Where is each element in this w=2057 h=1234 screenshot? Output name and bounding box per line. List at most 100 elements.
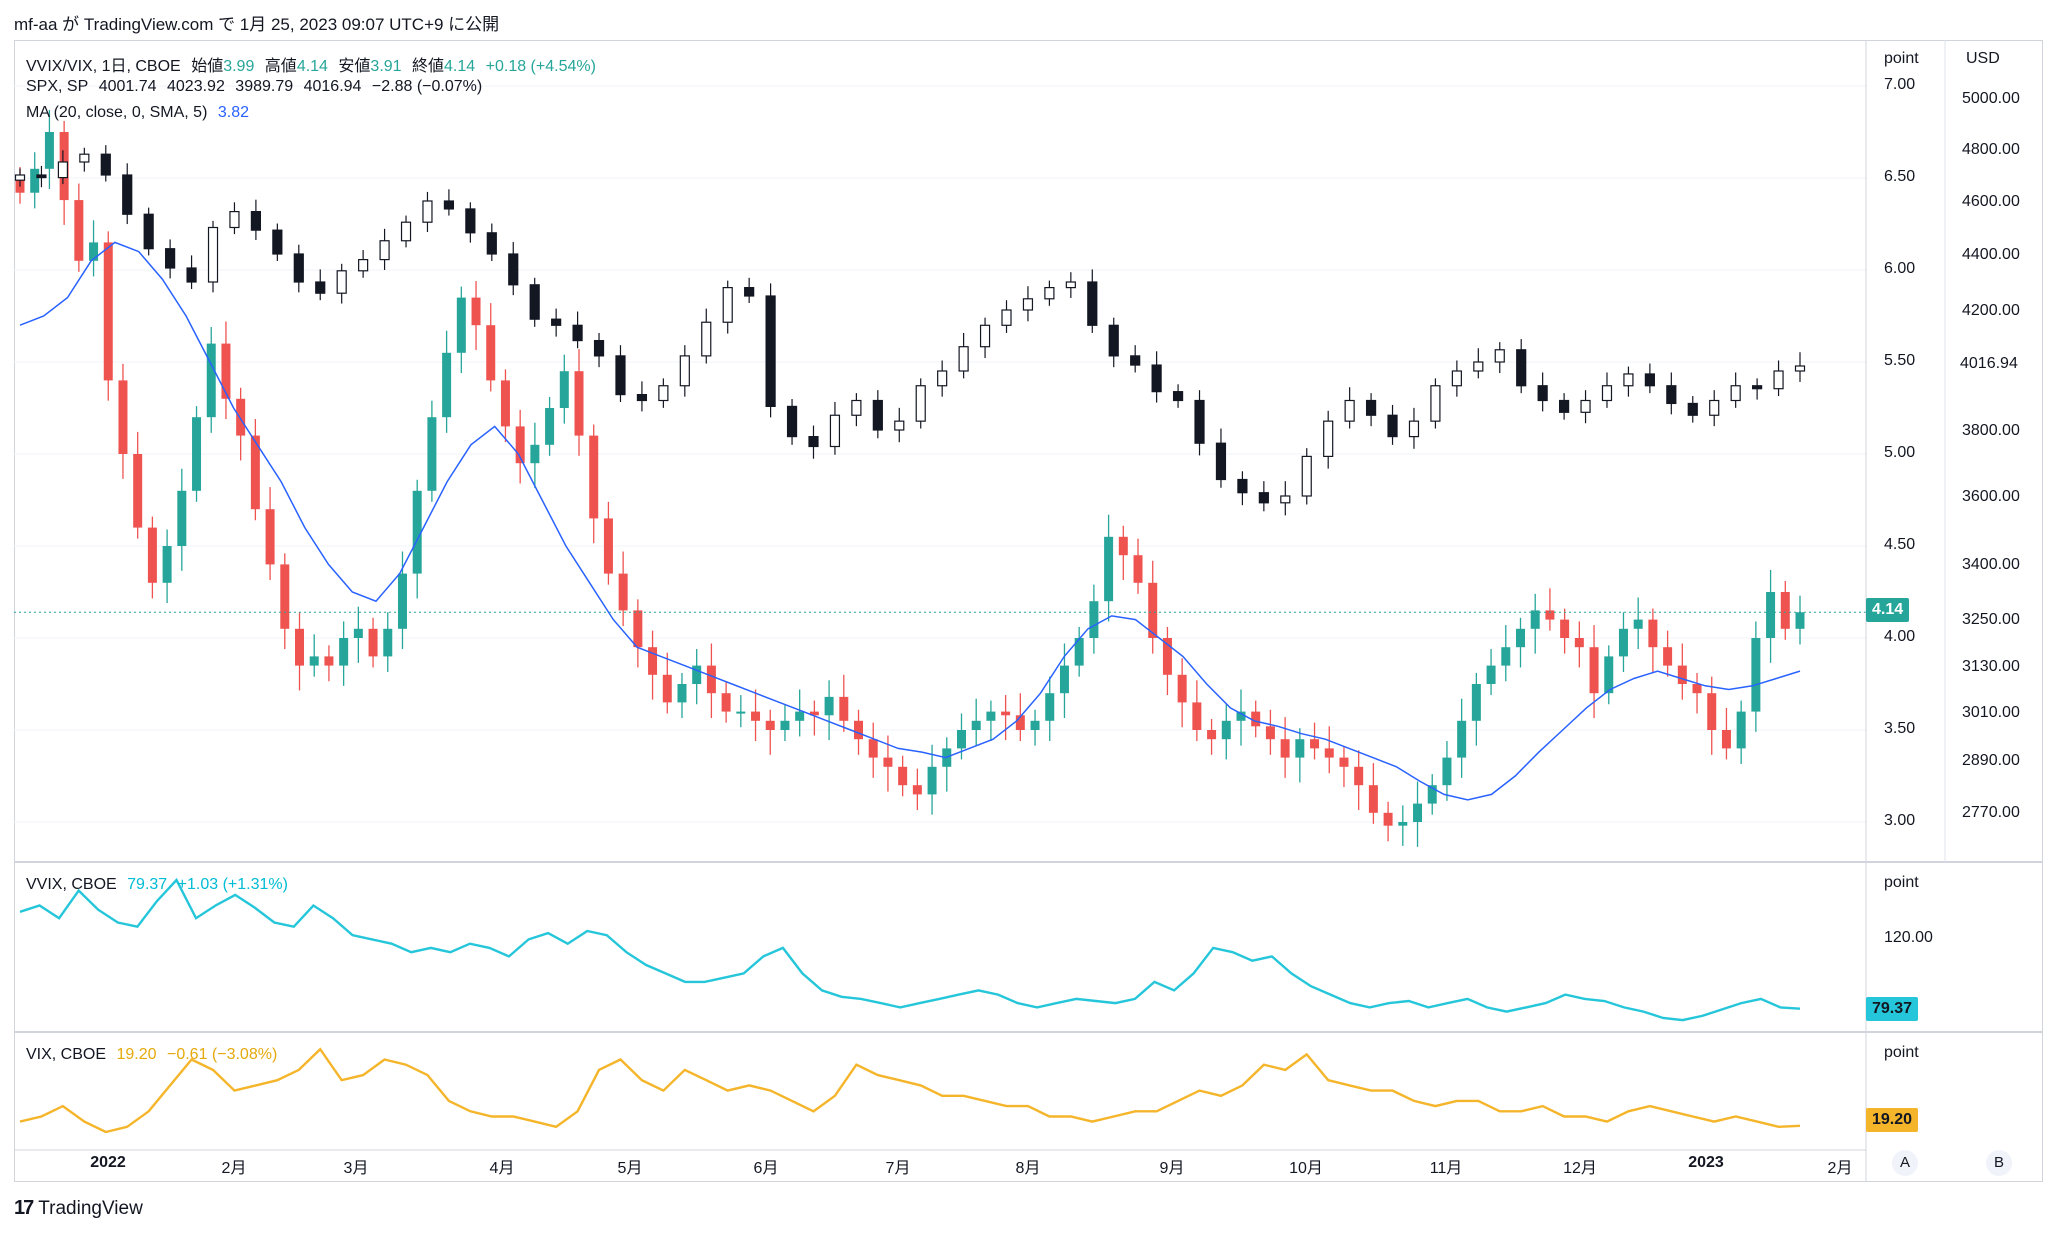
spx-candle [486,232,497,255]
ratio-candle [780,720,790,730]
xtick-apr: 4月 [489,1160,515,1177]
ratio-candle [530,444,540,464]
auto-scale-button[interactable]: A [1892,1150,1918,1176]
ratio-candle [633,610,643,648]
ratio-candle [677,684,687,703]
chart-frame[interactable] [14,40,2043,1182]
ytick-spx: 3600.00 [1962,488,2020,505]
legend-high-value: 4.14 [296,58,328,75]
spx-candle [1022,298,1034,311]
spx-candle [36,174,47,179]
ratio-candle [74,200,84,261]
ratio-candle [1736,711,1746,749]
legend-vix-change: −0.61 (−3.08%) [166,1046,278,1063]
ratio-candle [927,766,937,795]
ytick-spx: 3400.00 [1962,556,2020,573]
legend-spx-low: 3989.79 [235,78,294,95]
footer-brand-text: TradingView [38,1197,143,1219]
spx-candle [1323,420,1334,458]
spx-candle [1752,385,1763,390]
ratio-candle [795,711,805,721]
scale-b-button[interactable]: B [1986,1150,2012,1176]
legend-spx-high: 4023.92 [167,78,225,95]
ratio-candle [559,371,569,408]
ratio-candle [1486,665,1496,684]
spx-candle [851,399,862,416]
ratio-candle [1560,619,1570,638]
spx-candle [979,324,991,348]
ratio-candle [1692,684,1702,694]
spx-candle [1044,287,1055,300]
legend-ma-label: MA (20, close, 0, SMA, 5) [26,104,208,121]
spx-candle [122,174,133,215]
ytick-spx: 2770.00 [1962,804,2020,821]
ratio-candle [89,242,99,261]
ratio-candle [1059,665,1069,694]
ratio-candle [442,352,452,418]
ratio-candle [118,380,128,454]
spx-candle [572,324,583,342]
legend-close-value: 4.14 [444,58,476,75]
ratio-candle [397,573,407,629]
ytick-ratio: 5.50 [1884,352,1916,369]
ratio-candle [1457,720,1467,758]
spx-candle [1344,399,1355,422]
xtick-2023: 2023 [1688,1154,1724,1171]
spx-candle [872,399,883,431]
ratio-candle [839,696,849,721]
ratio-candle [1104,536,1114,602]
ratio-candle [250,435,260,510]
ratio-candle [1177,674,1187,703]
spx-candle [1773,370,1784,390]
spx-candle [1258,492,1269,504]
ratio-candle [809,711,819,716]
spx-candle [1108,324,1119,357]
spx-candle [1408,420,1420,438]
spx-candle [57,161,68,179]
spx-candle [465,208,476,234]
ratio-candle [1398,822,1408,826]
spx-candle [679,355,690,387]
spx-candle [400,221,412,242]
spx-candle [808,436,819,448]
legend-spx[interactable]: SPX, SP 4001.74 4023.92 3989.79 4016.94 … [26,78,488,96]
ratio-candle [1162,638,1172,675]
spx-candle [1130,355,1141,366]
legend-main[interactable]: VVIX/VIX, 1日, CBOE 始値3.99 高値4.14 安値3.91 … [26,52,602,76]
ratio-candle [1324,748,1334,758]
spx-candle [658,385,669,402]
spx-candle [1215,442,1227,481]
ratio-candle [1310,739,1320,749]
ytick-ratio: 3.00 [1884,812,1916,829]
spx-candle [422,200,433,223]
spx-candle [1558,399,1570,413]
ratio-candle [1236,711,1246,721]
ratio-candle [1207,730,1217,740]
ratio-candle [44,132,54,169]
spx-candle [315,281,326,294]
ratio-candle [1295,739,1305,758]
spx-candle [207,226,219,283]
ratio-candle [1221,720,1231,740]
legend-vix[interactable]: VIX, CBOE 19.20 −0.61 (−3.08%) [26,1046,283,1064]
ratio-candle [1133,555,1143,583]
ratio-candle [868,739,878,758]
ratio-candle [1339,757,1349,767]
legend-ma[interactable]: MA (20, close, 0, SMA, 5) 3.82 [26,104,255,122]
spx-candle [143,213,154,250]
legend-vvix[interactable]: VVIX, CBOE 79.37 +1.03 (+1.31%) [26,876,294,894]
spx-candle [529,284,540,320]
ratio-candle [1751,638,1761,712]
ratio-candle [956,730,966,749]
ratio-candle [898,766,908,786]
spx-candle [358,259,369,272]
legend-vix-symbol: VIX, CBOE [26,1046,107,1063]
ratio-candle [103,242,113,381]
xtick-dec: 12月 [1563,1160,1597,1177]
footer-brand[interactable]: 17 TradingView [14,1197,143,1220]
xtick-nov: 11月 [1429,1160,1463,1177]
spx-candle [765,295,776,407]
spx-candle [1494,349,1505,363]
ratio-candle [662,674,672,703]
